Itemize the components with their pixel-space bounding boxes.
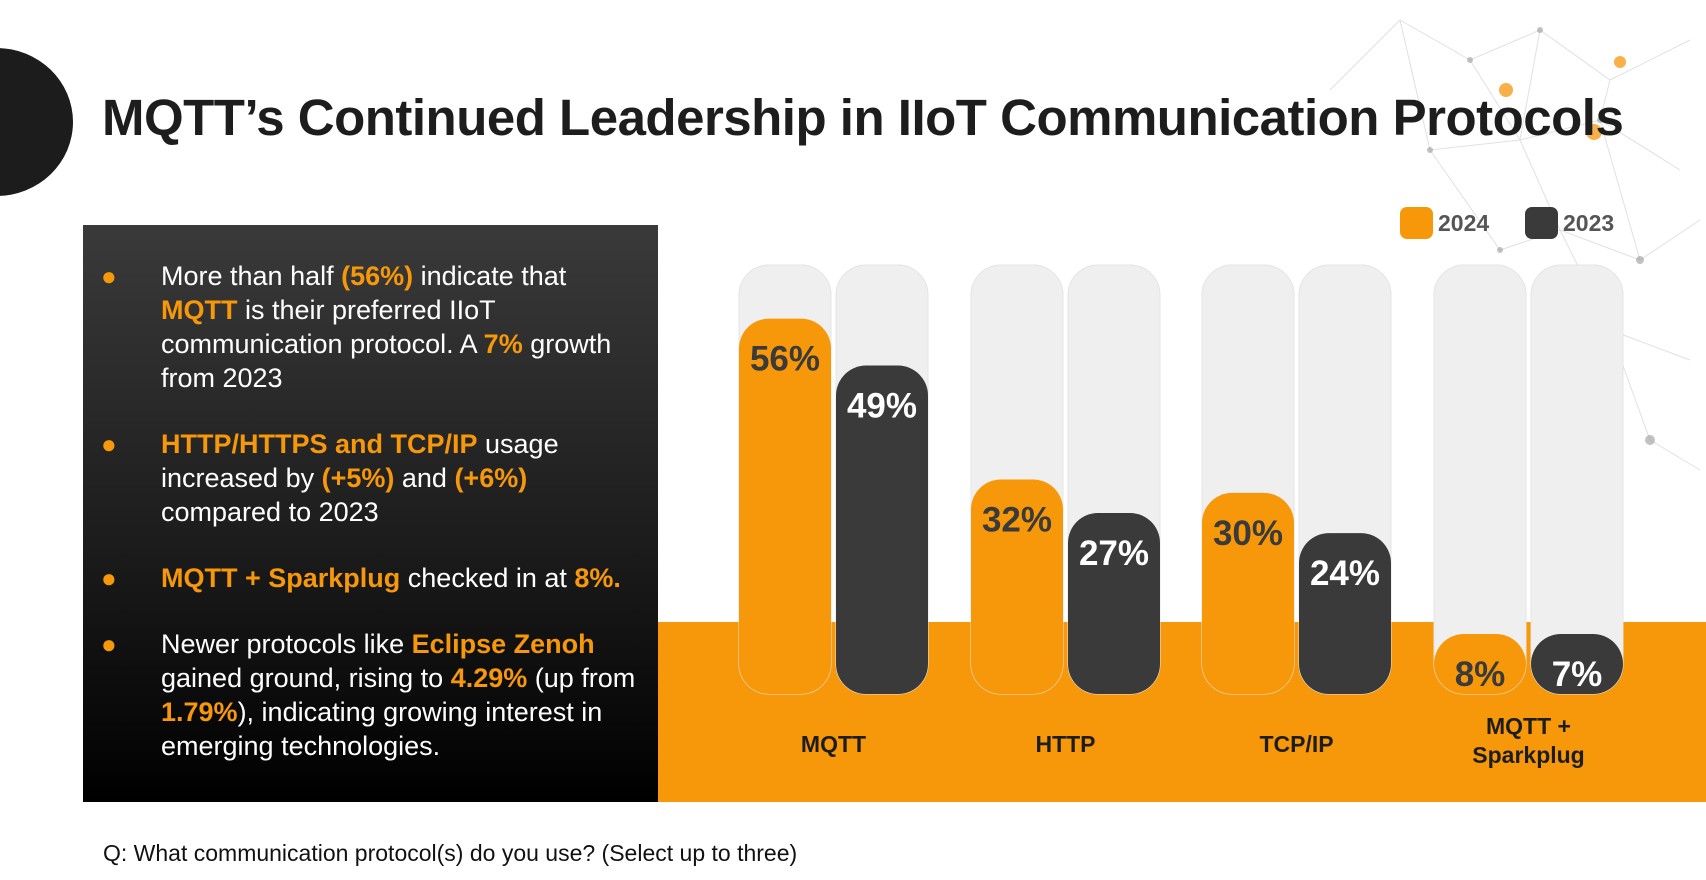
legend-label-2024: 2024	[1438, 210, 1489, 236]
legend-label-2023: 2023	[1563, 210, 1614, 236]
bar-track	[1530, 264, 1624, 695]
bullet-text-segment: growth from 2023	[161, 329, 612, 393]
category-label: MQTT	[801, 731, 866, 757]
bullet-text-segment: is their preferred IIoT communication pr…	[161, 295, 496, 359]
bullet-text-segment: ), indicating growing interest in emergi…	[161, 697, 603, 761]
highlight-text: (+6%)	[454, 463, 528, 493]
bullet-dot-icon: ●	[101, 629, 117, 659]
bar-2024	[1434, 634, 1526, 694]
bullet-text-segment: compared to 2023	[161, 497, 379, 527]
bullet-text-segment: checked in at	[400, 563, 575, 593]
highlight-text: MQTT + Sparkplug	[161, 563, 401, 593]
bullet-dot-icon: ●	[101, 261, 117, 291]
highlight-text: 1.79%	[161, 697, 238, 727]
bullet-text-segment: and	[394, 463, 455, 493]
highlight-text: 7%	[483, 329, 523, 359]
bullet-text-segment: usage increased by	[161, 429, 559, 493]
bullet-item: ● Newer protocols like Eclipse Zenoh gai…	[83, 627, 648, 763]
data-label: 24%	[1310, 554, 1380, 593]
highlight-text: 8%.	[574, 563, 621, 593]
bullet-text: More than half (56%) indicate that MQTT …	[161, 261, 611, 393]
bar-2024	[971, 479, 1063, 694]
bullet-text-segment: Newer protocols like	[161, 629, 412, 659]
data-label: 30%	[1213, 514, 1283, 553]
category-label: MQTT + Sparkplug	[1472, 713, 1584, 768]
bar-2023	[836, 365, 928, 694]
bar-2023	[1299, 533, 1391, 694]
data-label: 27%	[1079, 534, 1149, 573]
highlight-text: HTTP/HTTPS and TCP/IP	[161, 429, 478, 459]
highlight-text: 4.29%	[450, 663, 528, 693]
bullet-text: Newer protocols like Eclipse Zenoh gaine…	[161, 629, 635, 761]
page-title: MQTT’s Continued Leadership in IIoT Comm…	[102, 89, 1624, 146]
bullet-text-segment: gained ground, rising to	[161, 663, 451, 693]
data-label: 49%	[847, 387, 917, 426]
legend-swatch-2024	[1400, 207, 1433, 239]
bar-2023	[1531, 634, 1623, 694]
bullet-dot-icon: ●	[101, 563, 117, 593]
data-label: 8%	[1455, 655, 1506, 694]
bullet-dot-icon: ●	[101, 429, 117, 459]
bullet-text-segment: indicate that	[413, 261, 567, 291]
bullet-item: ● More than half (56%) indicate that MQT…	[83, 259, 648, 395]
bullet-text: HTTP/HTTPS and TCP/IP usage increased by…	[161, 429, 559, 527]
highlight-text: MQTT	[161, 295, 238, 325]
highlight-text: Eclipse Zenoh	[411, 629, 595, 659]
summary-panel: ● More than half (56%) indicate that MQT…	[83, 225, 658, 802]
bullet-text: MQTT + Sparkplug checked in at 8%.	[161, 563, 621, 593]
highlight-text: (56%)	[341, 261, 414, 291]
bullet-text-segment: More than half	[161, 261, 342, 291]
bar-2024	[739, 318, 831, 694]
survey-question-footnote: Q: What communication protocol(s) do you…	[103, 840, 798, 866]
bullet-item: ● MQTT + Sparkplug checked in at 8%.	[83, 561, 648, 595]
bar-2023	[1068, 513, 1160, 694]
bar-track	[1433, 264, 1527, 695]
data-label: 32%	[982, 501, 1052, 540]
data-label: 7%	[1552, 655, 1603, 694]
data-label: 56%	[750, 340, 820, 379]
bullet-item: ● HTTP/HTTPS and TCP/IP usage increased …	[83, 427, 648, 529]
category-label: TCP/IP	[1259, 731, 1333, 757]
highlight-text: (+5%)	[321, 463, 395, 493]
bullet-text-segment: (up from	[527, 663, 636, 693]
bar-2024	[1202, 492, 1294, 694]
category-label: HTTP	[1035, 731, 1095, 757]
legend-swatch-2023	[1525, 207, 1558, 239]
